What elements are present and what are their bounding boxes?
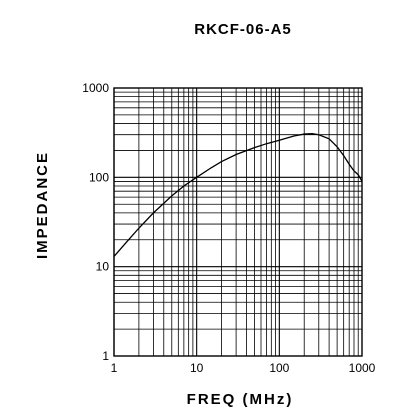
x-tick-label: 10 — [190, 361, 204, 375]
plot-frame — [113, 87, 363, 357]
y-axis-label: IMPEDANCE — [34, 151, 51, 259]
major-grid — [113, 88, 362, 357]
x-tick-label: 100 — [269, 361, 289, 375]
y-tick-label: 10 — [96, 260, 110, 274]
chart-title: RKCF-06-A5 — [194, 21, 292, 38]
y-tick-label: 100 — [89, 170, 109, 184]
y-tick-labels: 1 10 100 1000 — [82, 81, 109, 363]
x-tick-label: 1 — [111, 361, 118, 375]
y-tick-label: 1 — [102, 349, 109, 363]
x-tick-labels: 1 10 100 1000 — [111, 361, 376, 375]
impedance-curve — [113, 133, 363, 257]
minor-grid — [114, 88, 362, 356]
x-tick-label: 1000 — [349, 361, 376, 375]
y-tick-label: 1000 — [82, 81, 109, 95]
x-axis-label: FREQ (MHz) — [187, 391, 294, 408]
